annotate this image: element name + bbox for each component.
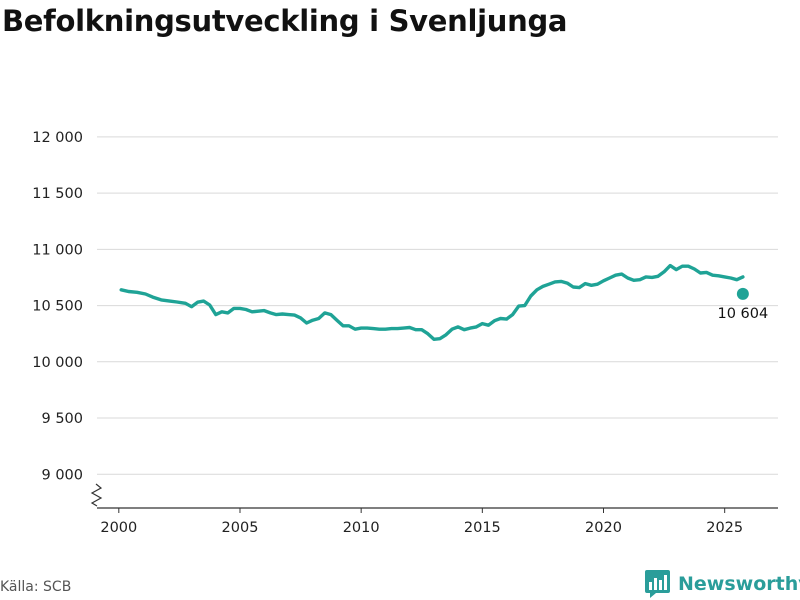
brand-logo[interactable]: Newsworthy (644, 569, 800, 599)
x-axis: 2000 2005 2010 2015 2020 2025 (90, 483, 778, 536)
chart-title: Befolkningsutveckling i Svenljunga (2, 4, 568, 38)
y-tick-label: 9 000 (41, 467, 83, 483)
y-tick-label: 10 500 (32, 299, 83, 315)
brand-name: Newsworthy (678, 573, 800, 595)
x-tick-label: 2005 (222, 520, 259, 536)
series-line (119, 263, 745, 341)
source-note: Källa: SCB (0, 579, 72, 595)
y-tick-label: 12 000 (32, 130, 83, 146)
x-tick-label: 2015 (464, 520, 501, 536)
newsworthy-logo-icon (645, 570, 670, 598)
series-lines (119, 263, 745, 341)
x-tick-label: 2010 (343, 520, 380, 536)
gridlines (97, 136, 778, 475)
y-axis-tick-labels: 9 000 9 500 10 000 10 500 11 000 11 500 12 000 (32, 130, 83, 483)
x-tick-label: 2025 (706, 520, 743, 536)
end-marker-group: 10 604 (717, 287, 768, 322)
y-tick-label: 11 000 (32, 242, 83, 258)
axis-break-icon (90, 483, 103, 507)
y-tick-label: 10 000 (32, 355, 83, 371)
end-point (736, 287, 749, 300)
x-tick-label: 2000 (100, 520, 137, 536)
end-value-label: 10 604 (717, 306, 768, 322)
x-tick-label: 2020 (585, 520, 622, 536)
y-tick-label: 9 500 (41, 411, 83, 427)
y-tick-label: 11 500 (32, 186, 83, 202)
